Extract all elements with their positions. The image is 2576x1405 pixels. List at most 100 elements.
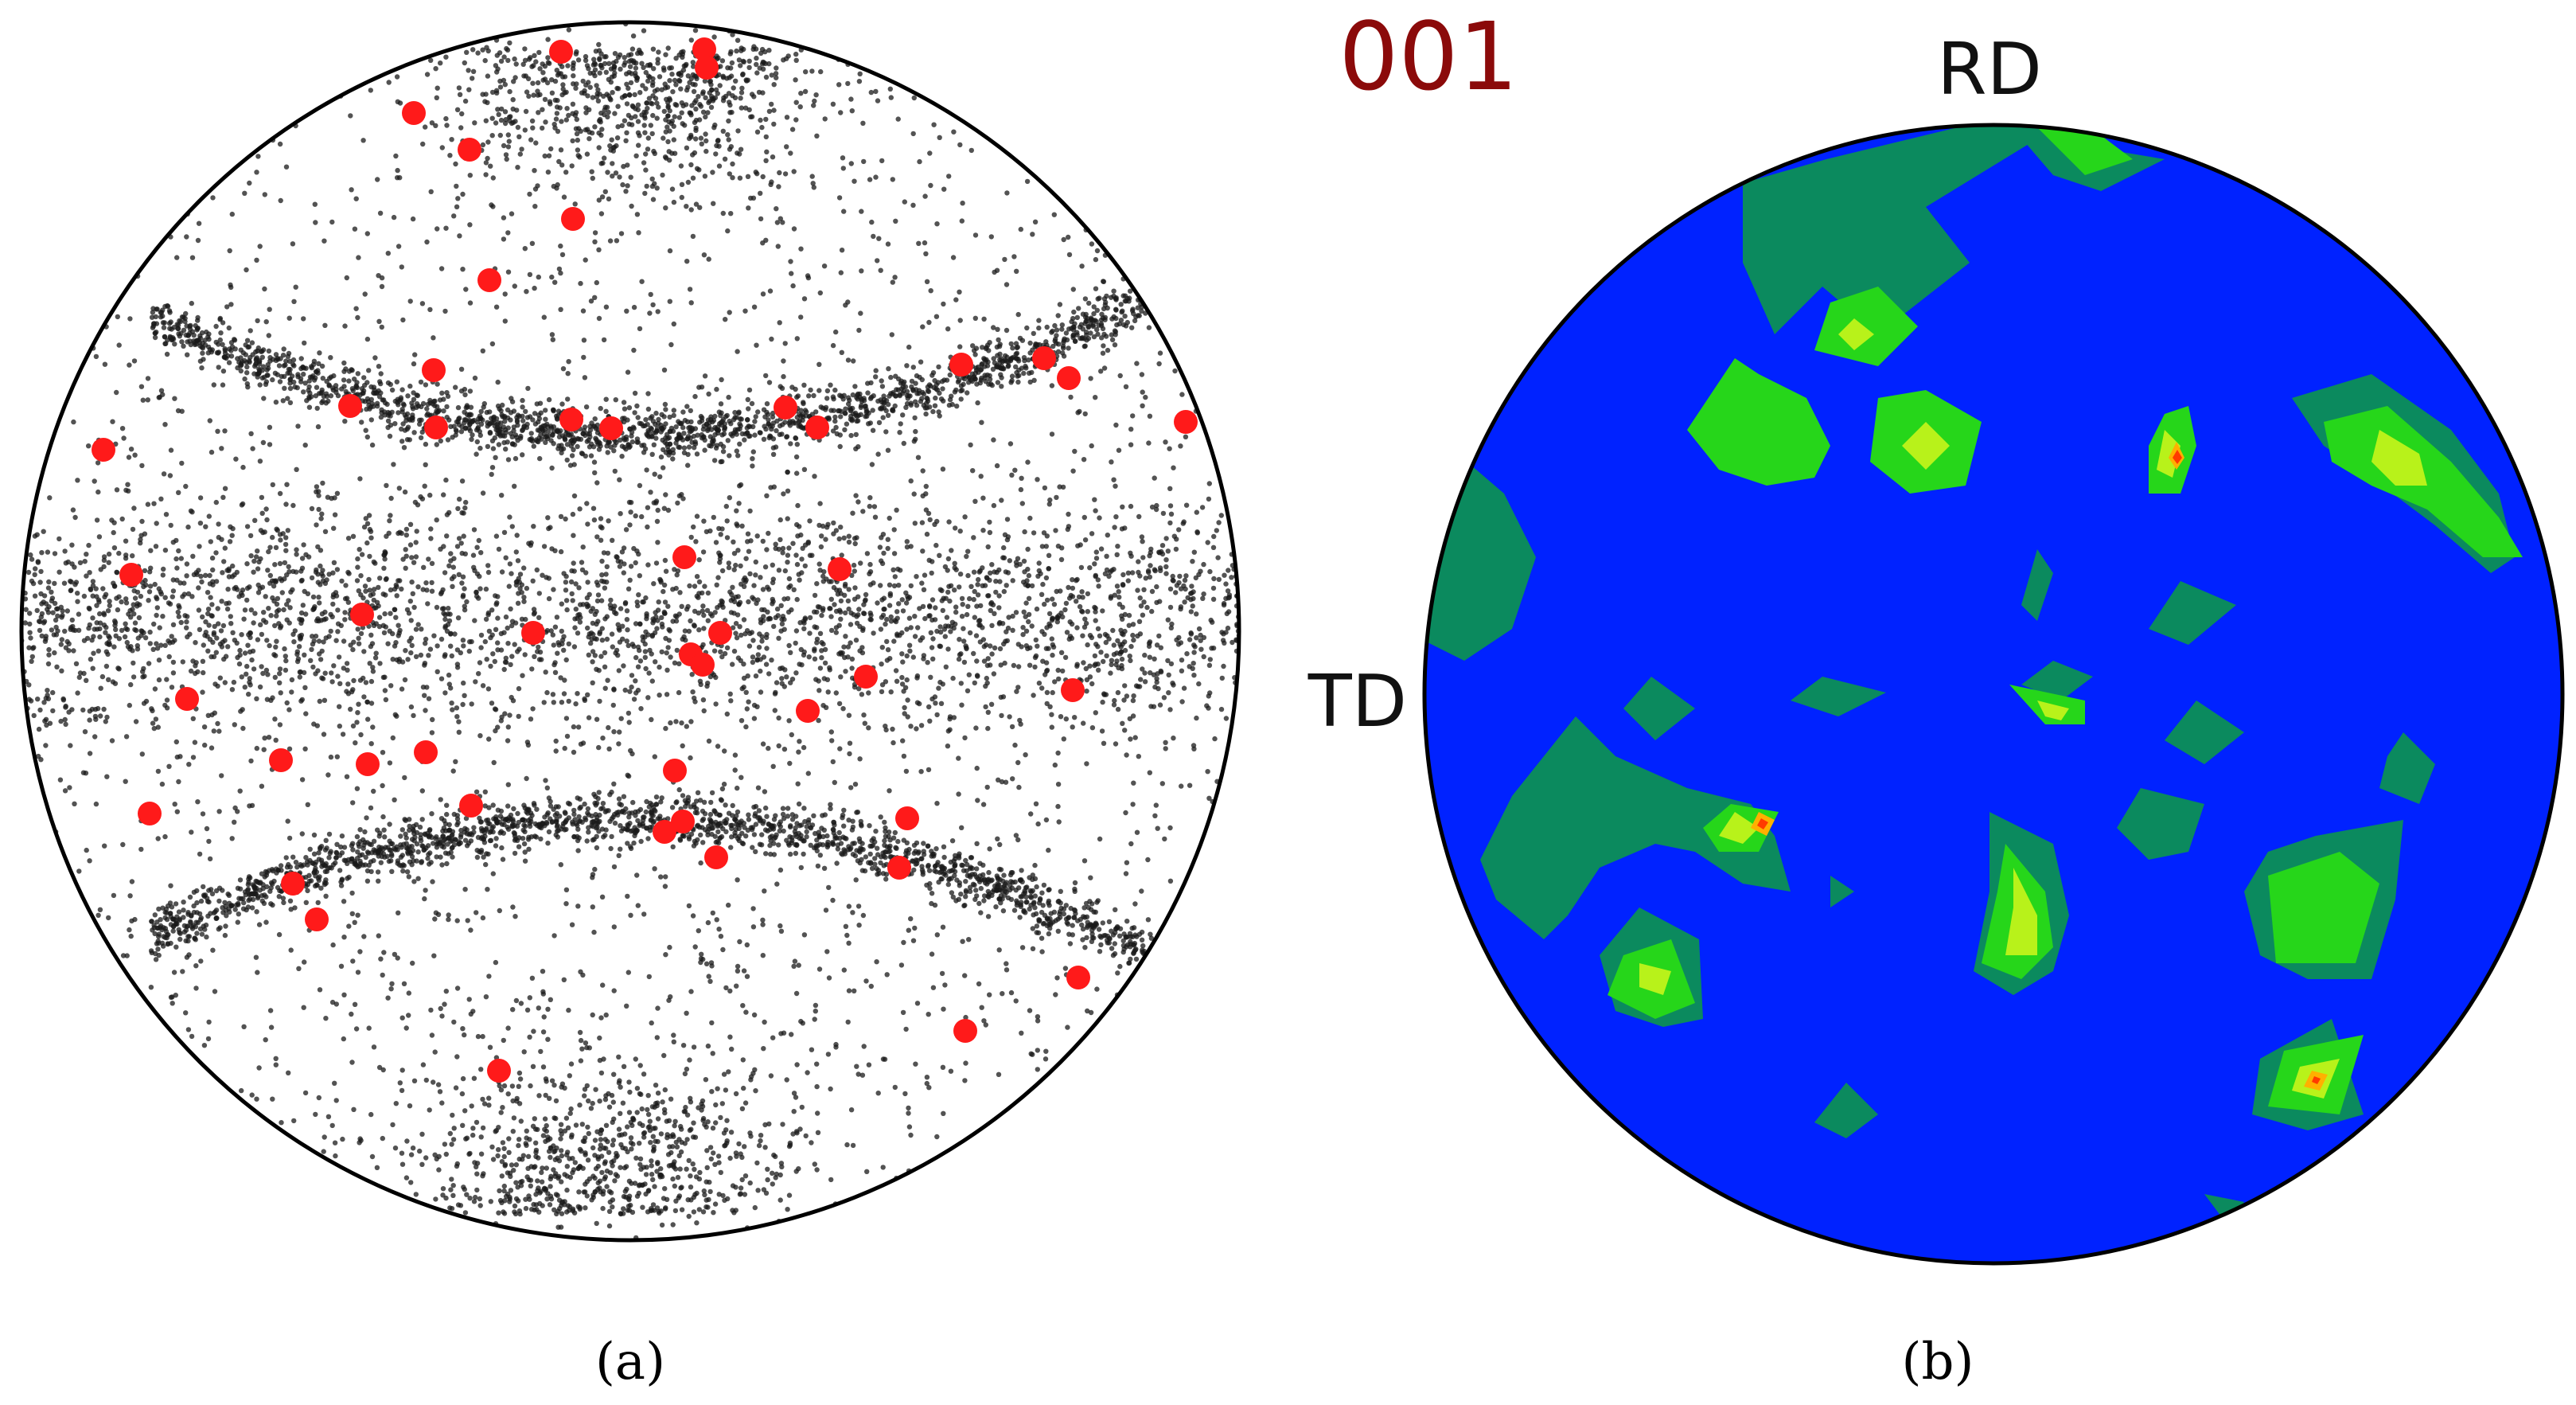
scatter-point (329, 679, 335, 685)
scatter-point (833, 329, 839, 335)
scatter-point (696, 557, 702, 563)
scatter-point (653, 498, 660, 504)
scatter-point (726, 560, 731, 566)
scatter-point (72, 514, 78, 521)
scatter-point (610, 644, 615, 650)
scatter-point (220, 639, 225, 645)
scatter-point (530, 706, 536, 712)
scatter-point (690, 689, 696, 695)
scatter-point (992, 611, 997, 616)
scatter-point (286, 358, 293, 364)
scatter-point (357, 949, 363, 954)
scatter-point (974, 603, 980, 609)
scatter-point (927, 517, 933, 523)
scatter-point (766, 1121, 772, 1127)
scatter-point (247, 180, 252, 186)
scatter-point (931, 122, 937, 127)
scatter-point (237, 647, 243, 654)
scatter-point (644, 467, 649, 473)
scatter-point (299, 777, 306, 783)
scatter-point (462, 586, 467, 591)
scatter-point (1117, 601, 1123, 607)
scatter-point (1122, 728, 1128, 733)
scatter-point (807, 615, 813, 621)
scatter-point (322, 609, 328, 615)
scatter-point (1026, 611, 1032, 618)
scatter-point (773, 541, 778, 547)
scatter-point (612, 468, 618, 474)
scatter-point (1106, 573, 1112, 580)
scatter-point (1078, 564, 1085, 571)
scatter-point (1097, 836, 1103, 842)
scatter-point (435, 1082, 442, 1087)
scatter-point (635, 603, 641, 609)
scatter-point (257, 459, 263, 464)
scatter-point (599, 558, 605, 564)
scatter-point (366, 513, 372, 518)
scatter-point (656, 599, 661, 605)
scatter-point (184, 234, 189, 240)
scatter-point (447, 611, 453, 617)
scatter-point (102, 843, 107, 849)
scatter-point (653, 560, 660, 566)
scatter-point (509, 524, 515, 529)
scatter-point (297, 674, 302, 680)
scatter-point (128, 933, 134, 939)
scatter-point (515, 600, 521, 606)
scatter-point (365, 716, 371, 722)
scatter-point (408, 1152, 415, 1157)
scatter-point (1163, 740, 1168, 745)
scatter-point (748, 538, 754, 544)
scatter-point (629, 684, 634, 690)
scatter-point (386, 530, 392, 536)
scatter-point (193, 985, 199, 991)
scatter-point (1136, 513, 1142, 520)
scatter-point (570, 138, 575, 144)
scatter-point (763, 805, 769, 811)
scatter-point (251, 666, 257, 672)
scatter-point (228, 614, 233, 619)
scatter-point (134, 646, 141, 652)
scatter-point (357, 547, 362, 552)
scatter-point (590, 659, 595, 665)
scatter-point (1010, 613, 1015, 619)
scatter-point (422, 896, 427, 902)
scatter-point (240, 587, 246, 593)
scatter-point (719, 377, 724, 383)
scatter-point (758, 575, 763, 580)
scatter-point (924, 531, 930, 537)
scatter-point (218, 628, 224, 634)
scatter-point (830, 759, 836, 765)
scatter-point (294, 651, 300, 658)
scatter-point (1024, 325, 1030, 331)
scatter-point (673, 719, 679, 724)
scatter-point (254, 745, 259, 751)
scatter-point (745, 396, 750, 403)
scatter-point (688, 37, 694, 43)
scatter-point (1014, 689, 1019, 694)
scatter-point (1004, 537, 1011, 543)
scatter-point (501, 529, 508, 536)
scatter-point (454, 985, 461, 991)
scatter-point (573, 607, 579, 612)
scatter-point (1049, 636, 1055, 642)
scatter-point (852, 585, 858, 591)
scatter-point (247, 803, 252, 809)
scatter-point (966, 937, 972, 943)
scatter-point (842, 583, 848, 589)
scatter-point (1118, 627, 1124, 633)
scatter-point (1128, 503, 1134, 509)
scatter-point (92, 734, 98, 740)
scatter-point (633, 1155, 639, 1161)
scatter-point (1042, 631, 1047, 637)
scatter-point (711, 672, 717, 678)
scatter-point (979, 420, 984, 425)
scatter-point (813, 1009, 818, 1014)
scatter-point (1223, 581, 1229, 587)
scatter-point (88, 657, 94, 662)
scatter-point (228, 284, 234, 291)
scatter-point (373, 605, 379, 611)
scatter-point (786, 718, 792, 724)
scatter-point (522, 858, 528, 864)
scatter-point (352, 1001, 358, 1008)
